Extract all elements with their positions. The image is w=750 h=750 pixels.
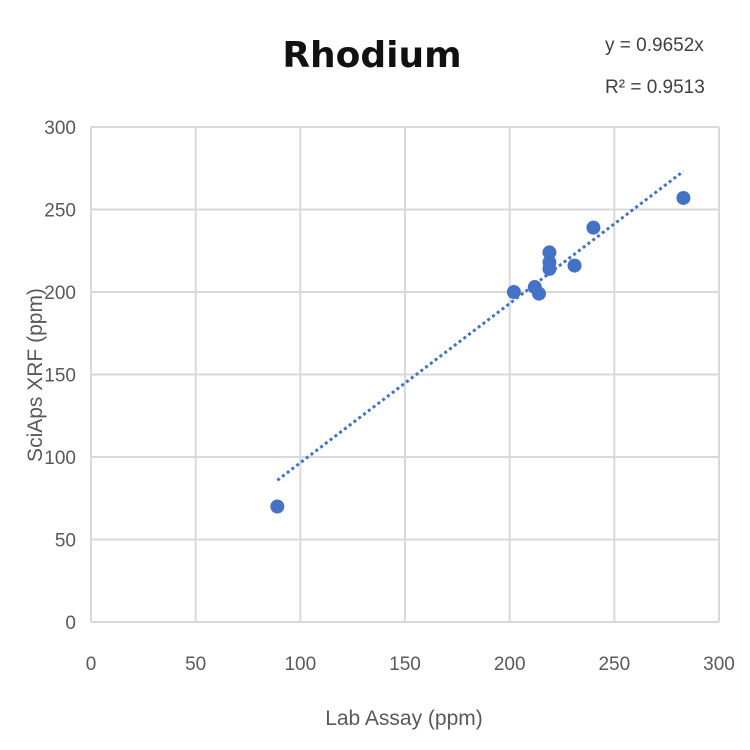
data-point (542, 261, 557, 276)
x-tick-label: 200 (494, 654, 526, 675)
chart-title: Rhodium (282, 35, 461, 76)
x-tick-label: 100 (284, 654, 316, 675)
y-tick-label: 150 (44, 366, 76, 387)
trendline (276, 170, 685, 482)
data-point (531, 286, 546, 301)
trendline-equation: y = 0.9652x (605, 35, 704, 56)
data-point (506, 285, 521, 299)
x-tick-label: 300 (703, 654, 735, 675)
y-tick-label: 250 (44, 201, 76, 222)
trendline-r-squared: R² = 0.9513 (605, 77, 705, 98)
x-tick-label: 50 (185, 654, 206, 675)
data-points (270, 190, 691, 514)
y-tick-label: 200 (44, 283, 76, 304)
y-axis-label: SciAps XRF (ppm) (24, 288, 47, 462)
data-point (567, 258, 582, 273)
y-tick-label: 300 (44, 118, 76, 139)
x-axis-label: Lab Assay (ppm) (325, 707, 483, 730)
data-point (542, 245, 557, 260)
data-point (586, 220, 601, 235)
data-point (270, 499, 285, 514)
x-tick-label: 250 (598, 654, 630, 675)
tick-labels: 0 50 100 150 200 250 300 0 50 100 150 200 250 300 (44, 118, 735, 675)
y-tick-label: 0 (65, 613, 76, 634)
x-tick-label: 150 (389, 654, 421, 675)
gridlines (90, 126, 720, 623)
x-tick-label: 0 (86, 654, 97, 675)
trendline-layer (276, 170, 685, 482)
y-tick-label: 50 (55, 531, 76, 552)
y-tick-label: 100 (44, 448, 76, 469)
data-point (676, 190, 691, 205)
